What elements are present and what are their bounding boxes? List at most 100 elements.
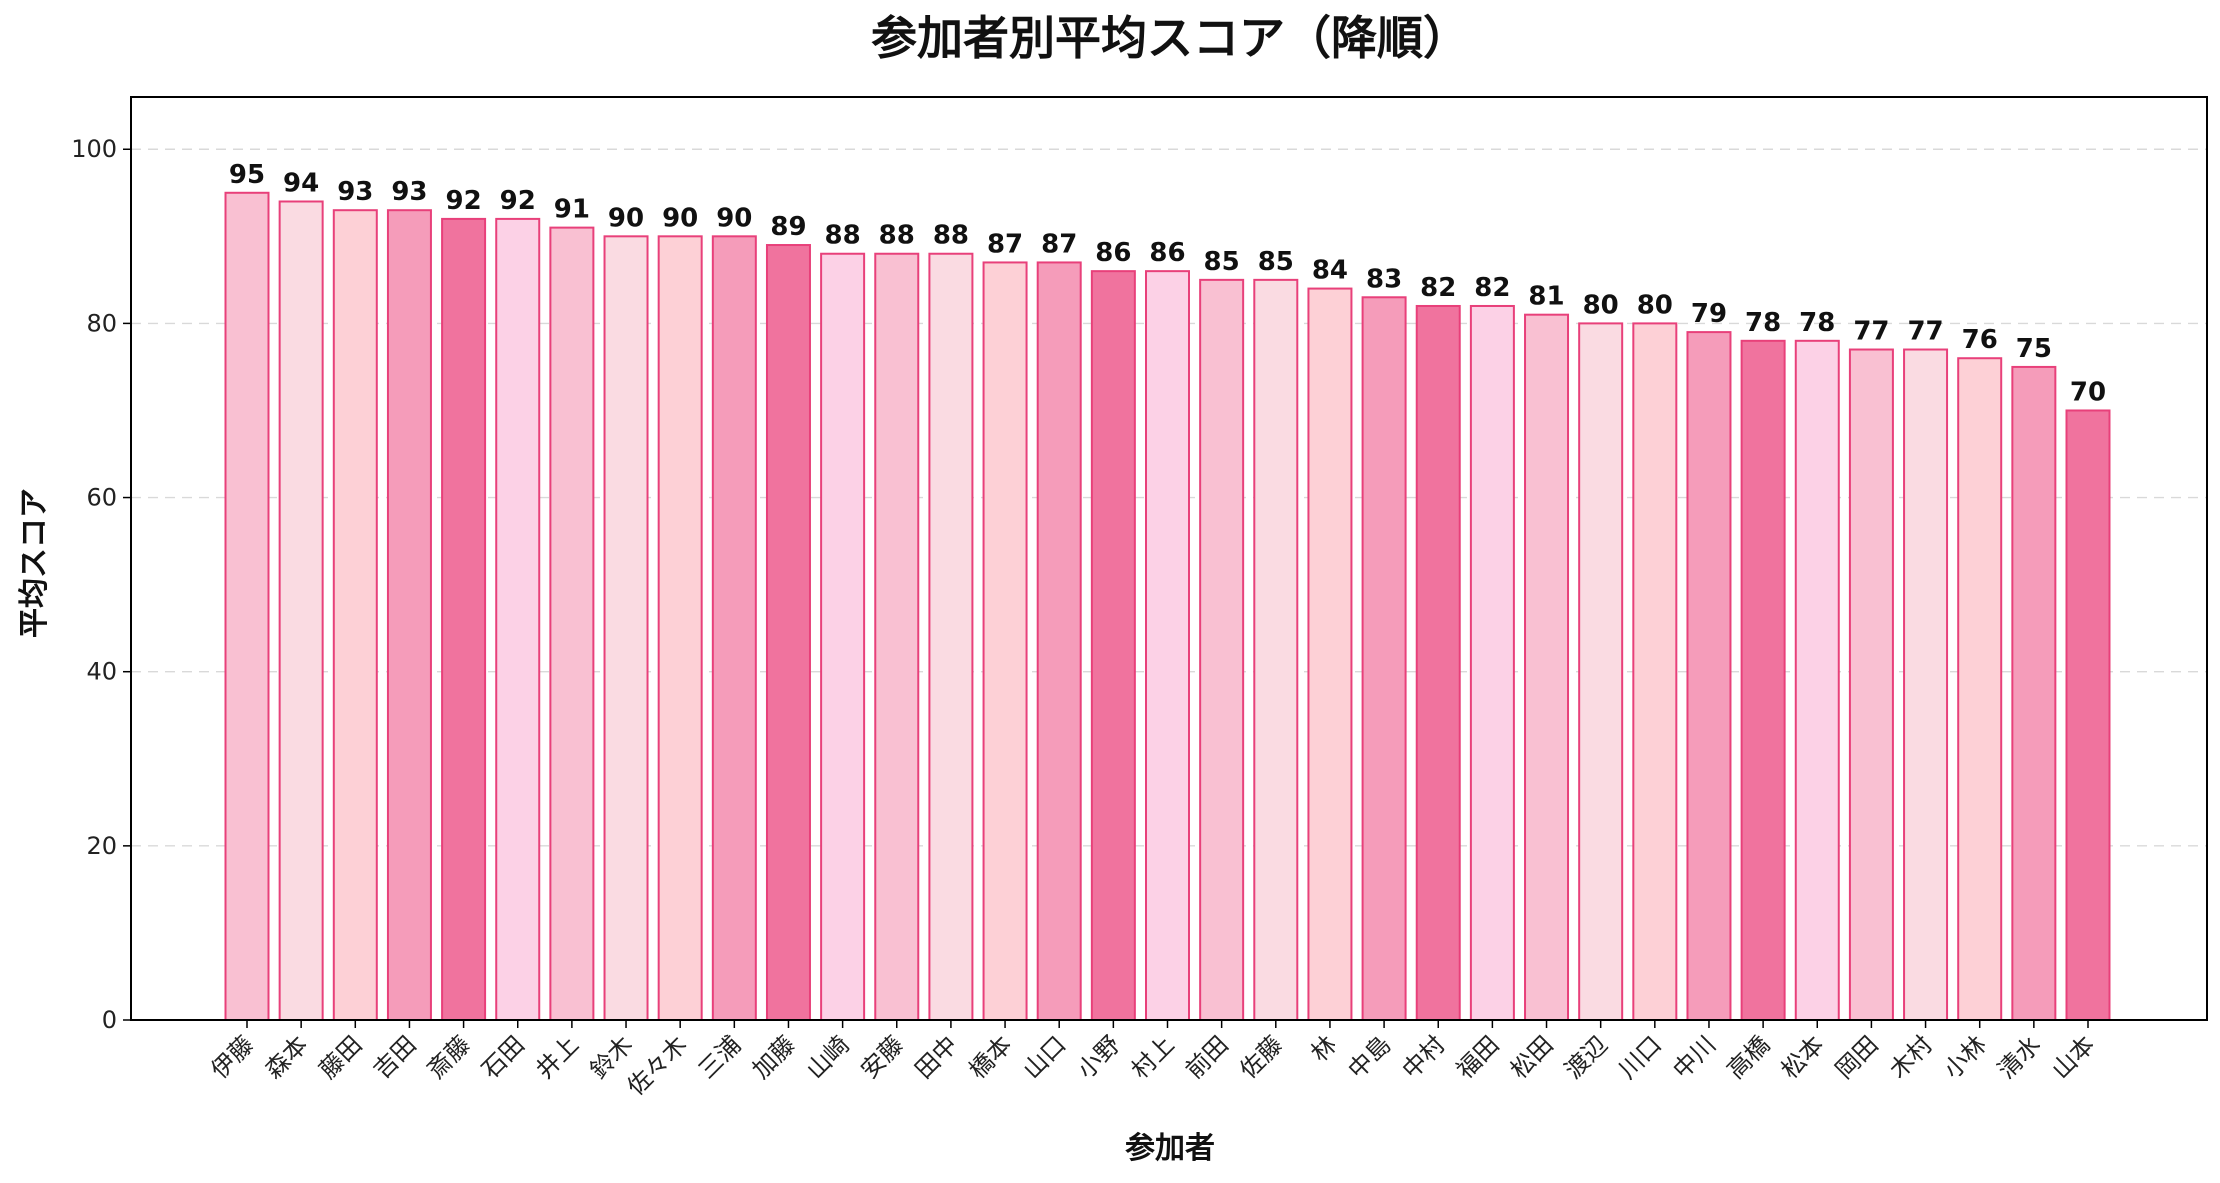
bar	[657, 235, 703, 1022]
bar	[1524, 313, 1570, 1022]
data-label: 78	[1745, 308, 1781, 338]
bar	[820, 252, 866, 1022]
x-tick-label: 松本	[1776, 1030, 1830, 1084]
bar	[1686, 331, 1732, 1021]
data-label: 92	[445, 186, 481, 216]
chart-title: 参加者別平均スコア（降順）	[871, 11, 1469, 65]
x-tick-label: 森本	[260, 1030, 314, 1084]
x-tick-label: 山崎	[801, 1030, 855, 1084]
bar	[1957, 357, 2003, 1021]
bar	[1199, 278, 1245, 1021]
x-tick-label: 小野	[1072, 1030, 1126, 1084]
bar	[549, 226, 595, 1021]
x-tick-label: 松田	[1505, 1030, 1559, 1084]
plot-area	[130, 96, 2208, 1021]
x-tick-label: 小林	[1938, 1030, 1992, 1084]
bar	[1361, 296, 1407, 1022]
x-tick-label: 中川	[1667, 1030, 1721, 1084]
data-label: 90	[608, 203, 644, 233]
x-tick-label: 伊藤	[206, 1030, 260, 1084]
data-label: 70	[2070, 377, 2106, 407]
data-labels: 95 94 93 93 92 92 91 90 90 90 89 88 88 88 87 87 86 86 85 85…	[229, 160, 2106, 408]
data-label: 77	[1907, 317, 1943, 347]
x-tick-label: 木村	[1884, 1030, 1938, 1084]
x-tick-label: 斎藤	[422, 1030, 476, 1084]
y-axis: 0 20 40 60 80 100	[71, 135, 131, 1034]
bar	[1578, 322, 1624, 1021]
bar	[1307, 287, 1353, 1021]
data-label: 87	[1041, 229, 1077, 259]
bar	[1036, 261, 1082, 1021]
bar	[1794, 339, 1840, 1021]
x-tick-label: 林	[1305, 1030, 1342, 1067]
x-tick-label: 山口	[1018, 1030, 1072, 1084]
bar	[1632, 322, 1678, 1021]
data-label: 80	[1637, 290, 1673, 320]
x-tick-label: 渡辺	[1559, 1030, 1613, 1084]
x-tick-label: 藤田	[314, 1030, 368, 1084]
x-tick-label: 中島	[1343, 1030, 1397, 1084]
bar	[332, 209, 378, 1021]
x-tick-label: 清水	[1992, 1030, 2046, 1084]
data-label: 95	[229, 160, 265, 190]
bar	[711, 235, 757, 1022]
data-label: 88	[933, 221, 969, 251]
bar	[2011, 365, 2057, 1021]
x-tick-label: 佐々木	[622, 1030, 693, 1101]
x-axis: 伊藤 森本 藤田 吉田 斎藤 石田 井上 鈴木佐々木 三浦 加藤 山崎 安藤 田中 橋本 山口 小野 村上 前田佐…	[206, 1020, 2101, 1101]
data-label: 93	[391, 177, 427, 207]
data-label: 86	[1149, 238, 1185, 268]
bar	[495, 217, 541, 1022]
bar	[386, 209, 432, 1021]
x-tick-label: 佐藤	[1234, 1030, 1288, 1084]
data-label: 93	[337, 177, 373, 207]
bar	[982, 261, 1028, 1021]
bar	[928, 252, 974, 1022]
y-tick-label: 40	[86, 658, 117, 686]
data-label: 87	[987, 229, 1023, 259]
data-label: 82	[1474, 273, 1510, 303]
x-tick-label: 前田	[1180, 1030, 1234, 1084]
data-label: 85	[1204, 247, 1240, 277]
x-tick-label: 川口	[1613, 1030, 1667, 1084]
data-label: 79	[1691, 299, 1727, 329]
x-tick-label: 村上	[1126, 1030, 1180, 1084]
x-tick-label: 安藤	[855, 1030, 909, 1084]
data-label: 92	[500, 186, 536, 216]
x-tick-label: 福田	[1451, 1030, 1505, 1084]
data-label: 80	[1583, 290, 1619, 320]
bar	[224, 191, 270, 1021]
bar	[874, 252, 920, 1022]
y-tick-label: 80	[86, 309, 117, 337]
bar	[1903, 348, 1949, 1021]
bars	[224, 191, 2111, 1022]
bar	[1415, 304, 1461, 1021]
x-tick-label: 加藤	[747, 1030, 801, 1084]
data-label: 90	[662, 203, 698, 233]
x-tick-label: 吉田	[368, 1030, 422, 1084]
bar	[765, 244, 811, 1021]
bar	[278, 200, 324, 1022]
x-tick-label: 井上	[530, 1030, 584, 1084]
data-label: 88	[825, 221, 861, 251]
x-tick-label: 山本	[2047, 1030, 2101, 1084]
data-label: 90	[716, 203, 752, 233]
x-tick-label: 高橋	[1722, 1030, 1776, 1084]
bar	[1469, 304, 1515, 1021]
y-axis-label: 平均スコア	[17, 488, 52, 638]
x-tick-label: 岡田	[1830, 1030, 1884, 1084]
bar	[1848, 348, 1894, 1021]
x-tick-label: 石田	[476, 1030, 530, 1084]
bar	[1253, 278, 1299, 1021]
bar	[441, 217, 487, 1022]
bar	[2065, 409, 2111, 1022]
x-tick-label: 田中	[909, 1030, 963, 1084]
y-tick-label: 20	[86, 832, 117, 860]
data-label: 88	[879, 221, 915, 251]
x-tick-label: 中村	[1397, 1030, 1451, 1084]
data-label: 81	[1528, 282, 1564, 312]
bar	[1740, 339, 1786, 1021]
data-label: 78	[1799, 308, 1835, 338]
